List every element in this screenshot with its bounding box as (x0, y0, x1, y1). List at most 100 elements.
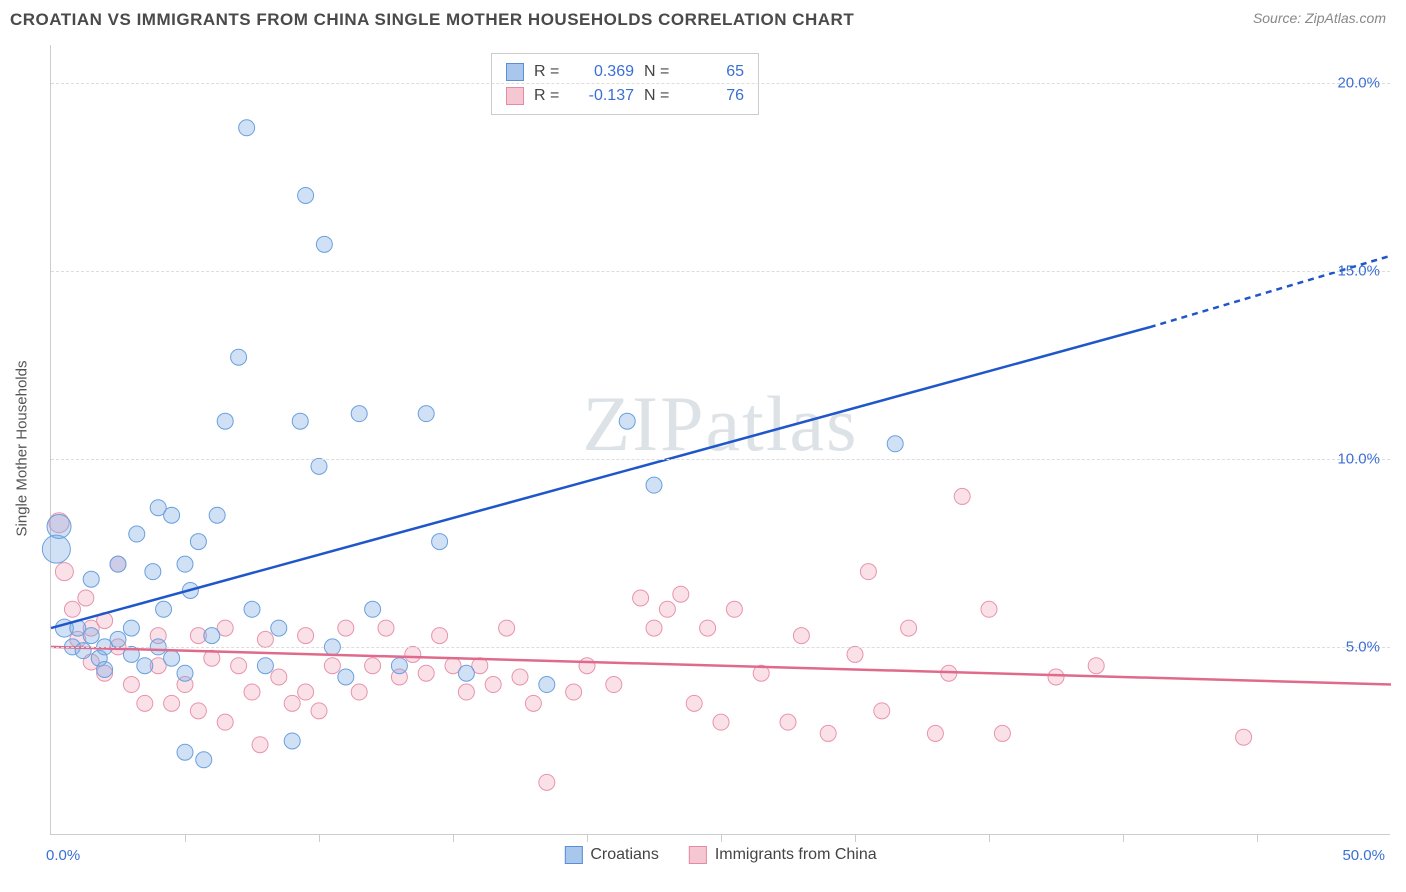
data-point (954, 488, 970, 504)
data-point (298, 628, 314, 644)
x-tick (453, 834, 454, 842)
data-point (351, 406, 367, 422)
data-point (324, 658, 340, 674)
data-point (1048, 669, 1064, 685)
data-point (793, 628, 809, 644)
x-tick-min: 0.0% (46, 847, 80, 864)
y-tick-label: 15.0% (1337, 262, 1380, 279)
data-point (432, 534, 448, 550)
data-point (137, 695, 153, 711)
data-point (860, 564, 876, 580)
data-point (726, 601, 742, 617)
data-point (64, 601, 80, 617)
data-point (257, 631, 273, 647)
data-point (646, 477, 662, 493)
n-label: N = (644, 84, 674, 108)
y-tick-label: 5.0% (1346, 638, 1380, 655)
data-point (686, 695, 702, 711)
data-point (271, 620, 287, 636)
data-point (820, 725, 836, 741)
x-tick (855, 834, 856, 842)
correlation-legend: R =0.369N =65R =-0.137N =76 (491, 53, 759, 115)
data-point (646, 620, 662, 636)
data-point (485, 677, 501, 693)
data-point (164, 650, 180, 666)
data-point (123, 677, 139, 693)
data-point (458, 665, 474, 681)
data-point (365, 601, 381, 617)
data-point (566, 684, 582, 700)
data-point (177, 665, 193, 681)
data-point (257, 658, 273, 674)
data-point (97, 661, 113, 677)
data-point (418, 406, 434, 422)
x-tick (587, 834, 588, 842)
data-point (252, 737, 268, 753)
data-point (145, 564, 161, 580)
data-point (231, 349, 247, 365)
gridline (51, 459, 1390, 460)
data-point (271, 669, 287, 685)
chart-title: CROATIAN VS IMMIGRANTS FROM CHINA SINGLE… (10, 10, 854, 30)
r-value: -0.137 (574, 84, 634, 108)
legend-item: Immigrants from China (689, 846, 877, 864)
x-tick-max: 50.0% (1342, 847, 1385, 864)
data-point (365, 658, 381, 674)
data-point (83, 628, 99, 644)
data-point (713, 714, 729, 730)
x-tick (721, 834, 722, 842)
n-value: 65 (684, 60, 744, 84)
legend-label: Immigrants from China (715, 846, 877, 864)
x-tick (989, 834, 990, 842)
y-tick-label: 20.0% (1337, 74, 1380, 91)
data-point (378, 620, 394, 636)
y-tick-label: 10.0% (1337, 450, 1380, 467)
data-point (311, 703, 327, 719)
data-point (994, 725, 1010, 741)
data-point (217, 413, 233, 429)
data-point (164, 695, 180, 711)
data-point (217, 714, 233, 730)
plot-area: ZIPatlas R =0.369N =65R =-0.137N =76 0.0… (50, 45, 1390, 835)
data-point (499, 620, 515, 636)
data-point (78, 590, 94, 606)
data-point (129, 526, 145, 542)
data-point (338, 669, 354, 685)
data-point (512, 669, 528, 685)
data-point (539, 774, 555, 790)
data-point (351, 684, 367, 700)
data-point (338, 620, 354, 636)
trend-line (51, 647, 1391, 685)
x-tick (1257, 834, 1258, 842)
data-point (292, 413, 308, 429)
data-point (700, 620, 716, 636)
data-point (190, 703, 206, 719)
data-point (525, 695, 541, 711)
data-point (239, 120, 255, 136)
x-tick (185, 834, 186, 842)
chart-container: Single Mother Households ZIPatlas R =0.3… (50, 45, 1390, 835)
source-label: Source: ZipAtlas.com (1253, 10, 1386, 26)
data-point (673, 586, 689, 602)
data-point (190, 534, 206, 550)
data-point (847, 646, 863, 662)
data-point (391, 658, 407, 674)
data-point (298, 684, 314, 700)
legend-stat-row: R =0.369N =65 (506, 60, 744, 84)
data-point (901, 620, 917, 636)
plot-svg (51, 45, 1391, 835)
data-point (659, 601, 675, 617)
gridline (51, 647, 1390, 648)
data-point (110, 556, 126, 572)
data-point (418, 665, 434, 681)
data-point (284, 733, 300, 749)
r-label: R = (534, 60, 564, 84)
data-point (244, 684, 260, 700)
legend-swatch (564, 846, 582, 864)
data-point (606, 677, 622, 693)
x-tick (319, 834, 320, 842)
data-point (1236, 729, 1252, 745)
data-point (927, 725, 943, 741)
gridline (51, 271, 1390, 272)
data-point (981, 601, 997, 617)
